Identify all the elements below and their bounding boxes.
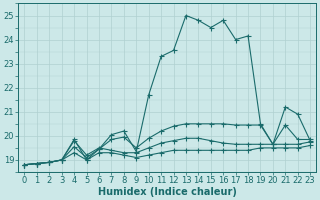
- X-axis label: Humidex (Indice chaleur): Humidex (Indice chaleur): [98, 187, 237, 197]
